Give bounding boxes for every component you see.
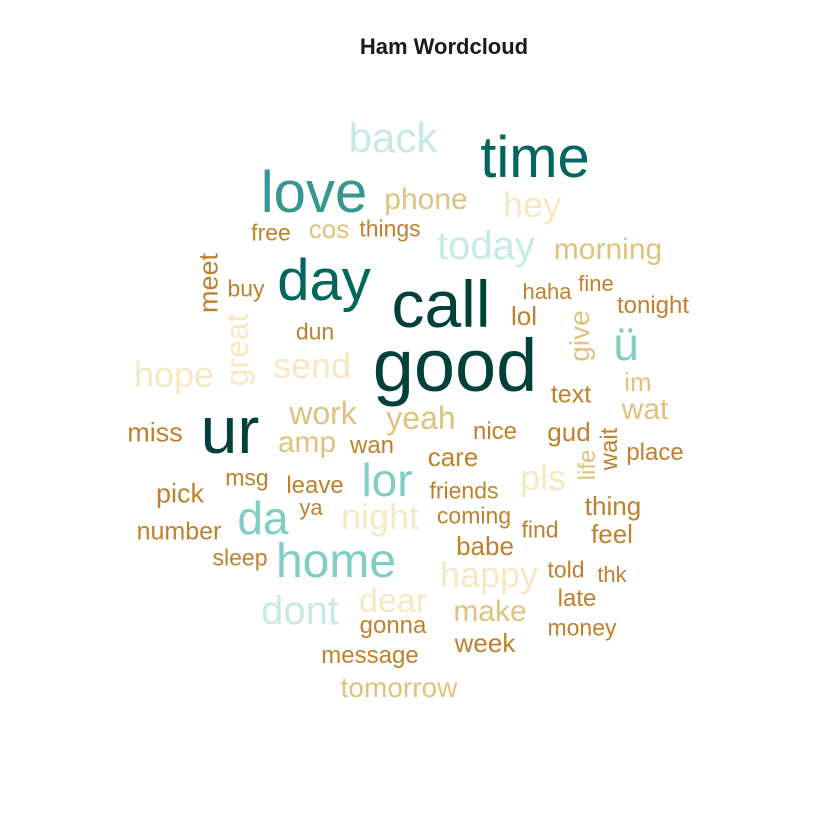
word-week: week — [454, 628, 516, 658]
word-dear: dear — [358, 582, 428, 620]
word-pick: pick — [155, 478, 205, 509]
word-send: send — [272, 345, 352, 386]
word-wan: wan — [349, 432, 395, 459]
word-hope: hope — [133, 354, 215, 395]
word-msg: msg — [225, 464, 269, 491]
word-wait: wait — [596, 427, 623, 471]
word-cos: cos — [308, 214, 350, 244]
word-wat: wat — [621, 393, 669, 426]
word-u-umlaut: ü — [613, 318, 639, 370]
word-morning: morning — [553, 233, 663, 266]
word-babe: babe — [456, 531, 514, 561]
word-dont: dont — [261, 589, 339, 633]
word-great: great — [219, 313, 255, 387]
word-hey: hey — [502, 184, 562, 225]
word-gud: gud — [547, 417, 591, 447]
word-care: care — [427, 442, 479, 472]
word-money: money — [547, 614, 617, 641]
word-happy: happy — [439, 554, 539, 595]
word-call: call — [391, 267, 491, 341]
word-tonight: tonight — [616, 292, 690, 319]
word-find: find — [521, 516, 559, 543]
word-miss: miss — [127, 417, 183, 448]
word-friends: friends — [429, 477, 499, 504]
word-im: im — [624, 367, 652, 397]
word-meet: meet — [193, 252, 224, 314]
word-day: day — [277, 248, 371, 313]
word-phone: phone — [384, 183, 468, 216]
word-dun: dun — [295, 318, 335, 345]
word-haha: haha — [522, 279, 572, 304]
word-make: make — [453, 595, 527, 628]
word-thk: thk — [597, 562, 627, 587]
word-buy: buy — [227, 275, 265, 302]
word-things: things — [359, 215, 421, 242]
word-today: today — [437, 224, 535, 268]
word-back: back — [348, 114, 438, 161]
word-ya: ya — [299, 495, 323, 520]
word-leave: leave — [286, 472, 344, 499]
word-late: late — [557, 585, 597, 612]
word-number: number — [136, 517, 222, 546]
word-place: place — [626, 439, 684, 466]
word-work: work — [289, 395, 357, 431]
word-fine: fine — [578, 271, 614, 296]
word-good: good — [372, 324, 538, 407]
word-thing: thing — [584, 491, 642, 521]
word-message: message — [321, 642, 419, 669]
word-free: free — [251, 219, 291, 246]
word-love: love — [260, 160, 368, 225]
word-gonna: gonna — [359, 612, 427, 639]
word-pls: pls — [519, 457, 567, 498]
word-lol: lol — [510, 301, 538, 331]
word-da: da — [237, 492, 289, 544]
word-told: told — [547, 556, 585, 583]
word-amp: amp — [277, 426, 337, 459]
word-lor: lor — [361, 454, 413, 506]
word-time: time — [480, 125, 590, 190]
word-ur: ur — [200, 393, 260, 467]
chart-title: Ham Wordcloud — [359, 34, 529, 59]
word-nice: nice — [472, 418, 518, 445]
word-text: text — [550, 380, 592, 409]
word-give: give — [564, 310, 595, 362]
word-feel: feel — [591, 519, 633, 549]
word-tomorrow: tomorrow — [340, 672, 458, 703]
word-coming: coming — [436, 502, 512, 529]
word-home: home — [275, 535, 397, 588]
word-night: night — [340, 496, 420, 537]
word-yeah: yeah — [386, 400, 456, 436]
word-sleep: sleep — [212, 544, 268, 571]
